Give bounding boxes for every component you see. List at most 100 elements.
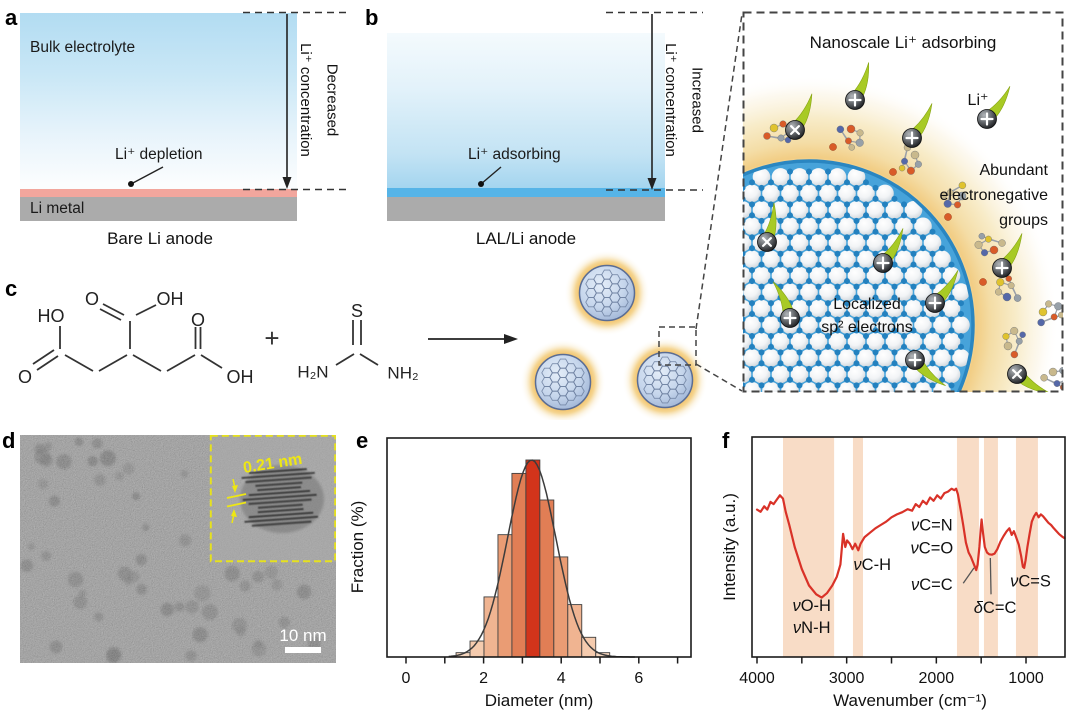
panel-b-electrolyte [387,33,665,188]
scale-bar [285,647,321,653]
leader-line [989,557,992,595]
histogram-bar [469,640,485,658]
bond [32,349,55,365]
atom-label: NH₂ [387,364,418,383]
panel-b-metal-bar [387,197,665,221]
x-tick-label: 4000 [739,670,775,687]
histogram-bar [525,459,541,658]
bond [132,354,162,372]
x-axis: 0 2 4 6 [402,657,679,687]
panel-a-electrolyte [20,13,297,189]
panel-b-callout: Li⁺ adsorbing [468,146,561,163]
spectrum-line [755,487,1066,599]
leader-line [962,567,975,584]
bond [102,303,125,316]
carbon-dot [622,337,708,420]
panel-d-letter: d [2,428,16,453]
zoom-core-annotation-line2: sp² electrons [821,319,913,336]
peak-label: νC=S [1010,573,1051,591]
atom-label: OH [157,289,184,309]
panel-a-side-label: Li⁺ concentration [297,43,314,157]
x-tick-label: 2 [479,670,488,687]
bond [64,354,94,372]
histogram-bar [553,556,569,658]
peak-label: νN-H [793,619,831,637]
plot-frame [386,437,692,658]
panel-a-caption: Bare Li anode [107,229,213,248]
reaction-scheme: O OH HO O O OH + S H₂N NH₂ [18,250,708,420]
x-axis-title: Wavenumber (cm⁻¹) [833,691,987,710]
atom-label: S [351,301,363,321]
x-tick-label: 4 [557,670,566,687]
zoom-right-annotation-line3: groups [999,212,1048,229]
bond [359,353,379,366]
panel-b-adsorb-layer [387,188,665,197]
highlight-band [983,437,998,657]
panel-e-letter: e [356,428,369,453]
bond [135,304,157,316]
bond [98,354,128,372]
nanoscale-zoom-panel: Nanoscale Li⁺ adsorbing Li⁺ Abundant ele… [743,12,1063,392]
x-tick-label: 0 [402,670,411,687]
x-tick-label: 3000 [829,670,865,687]
zoom-right-annotation: Abundant electronegative groups [888,158,1048,233]
zoom-right-annotation-line2: electronegative [939,187,1048,204]
histogram-bar [511,472,527,658]
panel-b-side-direction: Increased [688,67,706,133]
atom-label: OH [227,367,254,387]
panel-f-letter: f [722,428,730,453]
histogram-bar [581,636,597,658]
carbon-dot [564,250,650,336]
zoom-right-annotation-line1: Abundant [979,162,1048,179]
panel-a-metal-bar [20,197,297,221]
plot-frame [751,436,1066,658]
highlight-band [852,437,863,657]
atom-label: O [85,289,99,309]
histogram-bar [483,596,499,658]
panel-a-letter: a [5,5,18,30]
peak-label: νC-H [853,556,891,574]
highlight-band [783,437,835,657]
size-histogram-chart: 0 2 4 6 Diameter (nm) Fraction (%) [348,437,692,710]
y-axis-title: Fraction (%) [348,501,367,594]
atom-label: O [191,310,205,330]
ftir-spectrum-chart: 4000 3000 2000 1000 Wavenumber (cm⁻¹) Intensi… [720,436,1066,710]
scale-bar-label: 10 nm [279,626,326,645]
panel-a-callout: Li⁺ depletion [115,146,203,163]
x-axis-title: Diameter (nm) [485,691,594,710]
lattice-fringes [241,468,319,527]
bond [200,354,223,369]
panel-a-metal-label: Li metal [30,200,85,217]
zoom-core-annotation-line1: Localized [833,296,901,313]
atom-label: HO [38,306,65,326]
histogram-bar [539,499,555,658]
panel-a-region-label: Bulk electrolyte [30,39,136,56]
x-axis: 4000 3000 2000 1000 [739,657,1044,687]
panel-b-caption: LAL/Li anode [475,229,577,248]
x-tick-label: 2000 [919,670,955,687]
peak-label: νC=N [911,517,953,535]
zoom-core-annotation: Localized sp² electrons [787,293,947,339]
atom-label: H₂N [297,363,328,382]
panel-b-side-label: Li⁺ concentration [662,43,679,157]
panel-a-side-direction: Decreased [323,63,341,137]
plus-sign: + [264,323,279,353]
peak-label: νO-H [792,597,831,615]
peak-label: νC=O [911,540,954,558]
x-tick-label: 6 [634,670,643,687]
bond [335,353,355,366]
zoom-title: Nanoscale Li⁺ adsorbing [809,33,997,52]
panel-a-depletion-layer [20,189,297,197]
x-tick-label: 1000 [1008,670,1044,687]
peak-label: δC=C [974,599,1017,617]
panel-c-letter: c [5,276,18,301]
histogram-bars [455,459,611,658]
fit-curve [448,459,635,658]
carbon-dot [520,339,606,420]
atom-label: O [18,367,32,387]
bond [166,354,196,372]
panel-b-letter: b [365,5,379,30]
y-axis-title: Intensity (a.u.) [720,493,739,601]
